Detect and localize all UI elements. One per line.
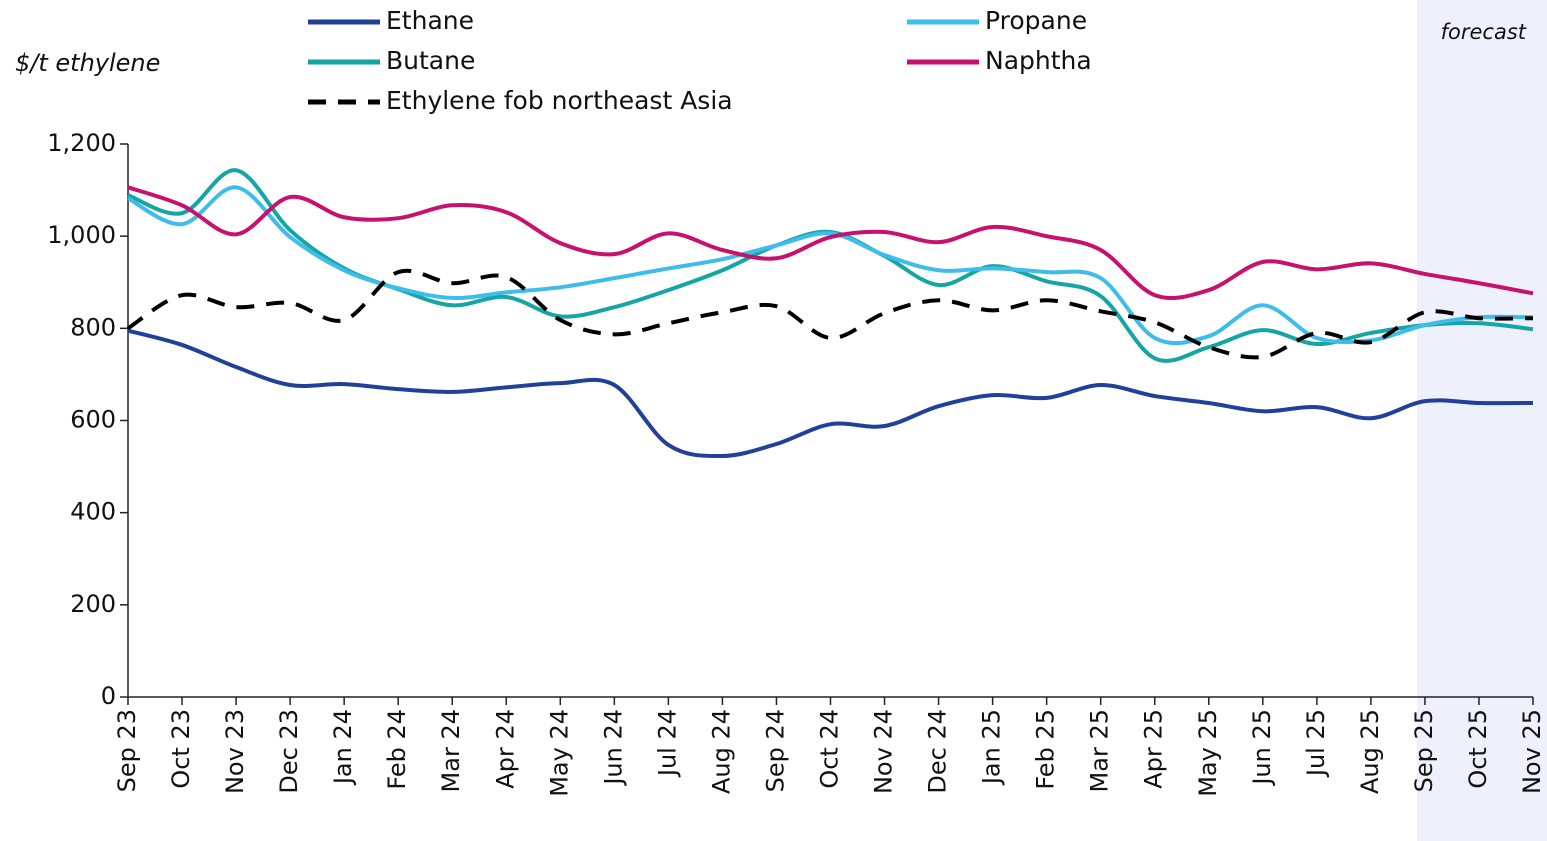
- x-tick-label: Aug 25: [1356, 709, 1384, 794]
- x-tick-label: Oct 25: [1464, 709, 1492, 789]
- x-tick-label: Feb 24: [383, 709, 411, 790]
- x-tick-label: Sep 25: [1410, 709, 1438, 792]
- series-line: [127, 185, 1534, 346]
- x-tick-label: Jan 24: [329, 709, 357, 786]
- forecast-region: [1416, 0, 1547, 841]
- series-line: [127, 185, 1534, 300]
- x-tick-label: Sep 23: [113, 709, 141, 792]
- y-tick-label: 1,200: [47, 129, 116, 157]
- series-line: [126, 268, 1534, 360]
- legend-label: Naphtha: [985, 46, 1092, 75]
- x-tick-label: Feb 25: [1032, 709, 1060, 790]
- x-tick-label: Oct 24: [816, 709, 844, 789]
- legend-label: Propane: [985, 6, 1087, 35]
- legend-label: Butane: [386, 46, 475, 75]
- y-tick-label: 600: [70, 406, 116, 434]
- series-line: [127, 328, 1534, 459]
- y-tick-label: 0: [101, 682, 116, 710]
- x-tick-label: Apr 25: [1140, 709, 1168, 789]
- x-tick-label: Dec 23: [275, 709, 303, 794]
- y-tick-label: 200: [70, 590, 116, 618]
- x-tick-label: Mar 24: [437, 709, 465, 792]
- y-axis-label: $/t ethylene: [15, 49, 160, 77]
- x-tick-label: Aug 24: [707, 709, 735, 794]
- forecast-label: forecast: [1441, 20, 1527, 44]
- legend-label: Ethane: [386, 6, 474, 35]
- x-tick-label: Nov 25: [1518, 709, 1546, 794]
- y-tick-label: 800: [70, 313, 116, 341]
- x-tick-label: Nov 23: [221, 709, 249, 794]
- x-tick-label: Sep 24: [761, 709, 789, 792]
- x-tick-label: Jun 24: [599, 709, 627, 787]
- x-tick-label: Nov 24: [870, 709, 898, 794]
- x-tick-label: May 25: [1194, 709, 1222, 797]
- y-tick-label: 1,000: [47, 221, 116, 249]
- x-tick-label: Dec 24: [924, 709, 952, 794]
- y-tick-label: 400: [70, 498, 116, 526]
- x-tick-label: Jul 25: [1302, 709, 1330, 778]
- x-tick-label: Mar 25: [1086, 709, 1114, 792]
- x-tick-label: Jul 24: [653, 709, 681, 778]
- x-tick-label: Jun 25: [1248, 709, 1276, 787]
- x-tick-label: May 24: [545, 709, 573, 797]
- x-tick-label: Oct 23: [167, 709, 195, 789]
- x-tick-label: Jan 25: [978, 709, 1006, 786]
- x-tick-label: Apr 24: [491, 709, 519, 789]
- legend-label: Ethylene fob northeast Asia: [386, 86, 733, 115]
